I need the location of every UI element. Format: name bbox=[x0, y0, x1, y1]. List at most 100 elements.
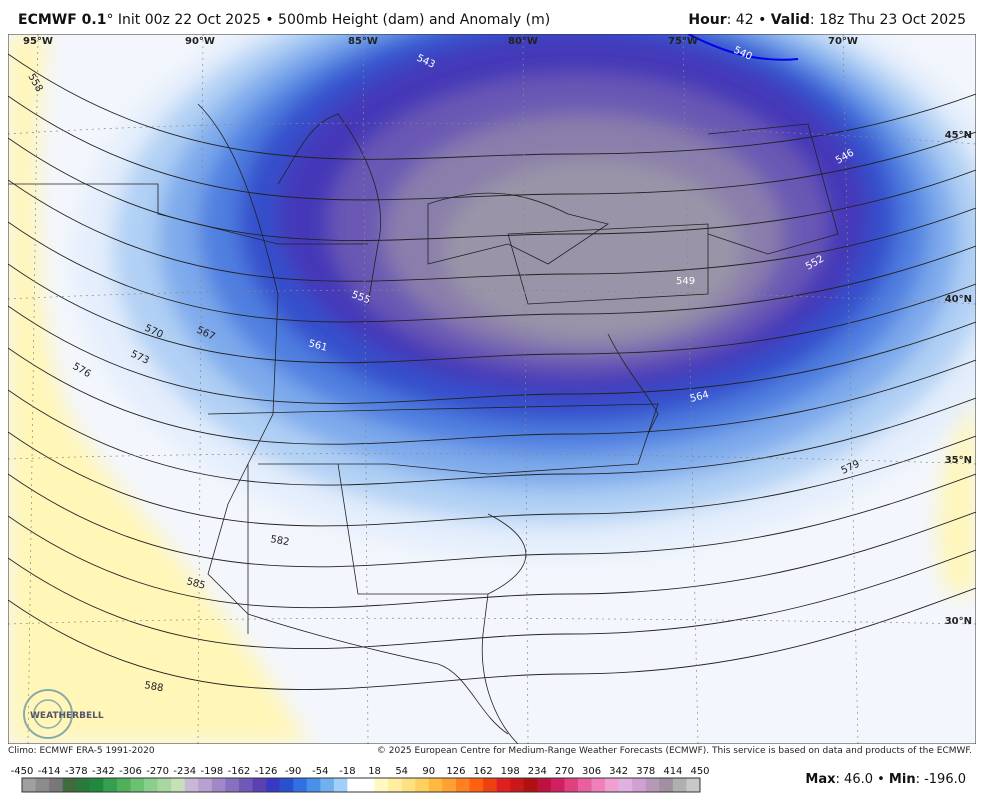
colorbar-tick-label: -90 bbox=[285, 766, 301, 777]
contour-label: 564 bbox=[689, 389, 710, 405]
colorbar-tick-label: 306 bbox=[582, 766, 601, 777]
colorbar-swatch bbox=[320, 778, 335, 792]
contour-line bbox=[8, 221, 976, 323]
colorbar: -450 -414 -378 -342 -306 -270 -234 -198 -162 -126… bbox=[11, 766, 710, 793]
longitude-label: 90°W bbox=[185, 36, 215, 47]
colorbar-tick-label: 414 bbox=[663, 766, 682, 777]
colorbar-swatch bbox=[144, 778, 158, 792]
contour-line bbox=[8, 263, 976, 364]
logo-text: WEATHERBELL bbox=[30, 711, 104, 721]
colorbar-swatch bbox=[333, 778, 348, 792]
colorbar-tick-label: -234 bbox=[173, 766, 196, 777]
colorbar-swatch bbox=[225, 778, 240, 792]
max-label: Max bbox=[805, 772, 836, 787]
header-right: Hour: 42 • Valid: 18z Thu 23 Oct 2025 bbox=[688, 12, 966, 28]
colorbar-swatch bbox=[523, 778, 538, 792]
logo: WEATHERBELL bbox=[23, 689, 104, 739]
colorbar-tick-label: 378 bbox=[636, 766, 655, 777]
colorbar-tick-label: -414 bbox=[38, 766, 61, 777]
min-label: Min bbox=[888, 772, 916, 787]
latitude-label: 30°N bbox=[945, 616, 972, 627]
colorbar-tick-label: -162 bbox=[228, 766, 251, 777]
valid-label: Valid bbox=[770, 12, 810, 28]
contour-line bbox=[8, 549, 976, 650]
colorbar-swatch bbox=[361, 778, 375, 792]
contour-line bbox=[8, 389, 976, 486]
colorbar-tick-label: 342 bbox=[609, 766, 628, 777]
colorbar-tick-label: 198 bbox=[501, 766, 520, 777]
longitude-label: 85°W bbox=[348, 36, 378, 47]
colorbar-tick-label: 162 bbox=[473, 766, 492, 777]
copyright: © 2025 European Centre for Medium-Range … bbox=[376, 746, 972, 756]
description: ° Init 00z 22 Oct 2025 • 500mb Height (d… bbox=[106, 12, 551, 28]
contour-label: 585 bbox=[185, 576, 206, 592]
colorbar-swatch bbox=[347, 778, 362, 792]
latitude-label: 45°N bbox=[945, 130, 972, 141]
colorbar-swatch bbox=[577, 778, 592, 792]
colorbar-swatch bbox=[49, 778, 63, 792]
colorbar-tick-label: 234 bbox=[528, 766, 547, 777]
colorbar-swatch bbox=[428, 778, 443, 792]
colorbar-swatch bbox=[591, 778, 606, 792]
colorbar-frame bbox=[21, 777, 701, 793]
colorbar-swatch bbox=[672, 778, 687, 792]
longitude-label: 75°W bbox=[668, 36, 698, 47]
colorbar-swatch bbox=[483, 778, 497, 792]
colorbar-tick-label: -198 bbox=[200, 766, 223, 777]
colorbar-swatch bbox=[238, 778, 253, 792]
contour-line bbox=[8, 473, 976, 568]
longitude-label: 95°W bbox=[23, 36, 53, 47]
colorbar-swatch bbox=[130, 778, 145, 792]
colorbar-swatch bbox=[76, 778, 91, 792]
contour-line bbox=[8, 587, 976, 690]
colorbar-tick-label: -54 bbox=[312, 766, 328, 777]
colorbar-tick-label: -378 bbox=[65, 766, 88, 777]
colorbar-swatch bbox=[184, 778, 199, 792]
colorbar-swatch bbox=[686, 778, 701, 792]
header-left: ECMWF 0.1° Init 00z 22 Oct 2025 • 500mb … bbox=[18, 12, 550, 28]
contour-line bbox=[8, 511, 976, 609]
hour: : 42 • bbox=[726, 12, 771, 28]
colorbar-swatch bbox=[266, 778, 280, 792]
colorbar-swatch bbox=[632, 778, 647, 792]
latitude-label: 40°N bbox=[945, 294, 972, 305]
colorbar-swatch bbox=[279, 778, 294, 792]
colorbar-swatch bbox=[293, 778, 308, 792]
colorbar-tick-label: -306 bbox=[119, 766, 142, 777]
contour-label: 588 bbox=[143, 680, 164, 694]
colorbar-swatch bbox=[469, 778, 484, 792]
contour-line bbox=[8, 431, 976, 527]
colorbar-tick-label: 90 bbox=[422, 766, 435, 777]
contour-line bbox=[8, 347, 976, 445]
colorbar-tick-label: 18 bbox=[368, 766, 381, 777]
colorbar-swatch bbox=[618, 778, 633, 792]
contour-line bbox=[8, 53, 976, 160]
colorbar-swatch bbox=[306, 778, 321, 792]
graticule bbox=[8, 34, 976, 744]
colorbar-swatch bbox=[103, 778, 118, 792]
colorbar-swatch bbox=[62, 778, 77, 792]
colorbar-tick-label: 126 bbox=[446, 766, 465, 777]
colorbar-swatch bbox=[659, 778, 674, 792]
valid: : 18z Thu 23 Oct 2025 bbox=[809, 12, 966, 28]
colorbar-swatch bbox=[564, 778, 579, 792]
colorbar-swatch bbox=[22, 778, 36, 792]
min: : -196.0 bbox=[915, 772, 966, 787]
hour-label: Hour bbox=[688, 12, 727, 28]
contour-line bbox=[8, 179, 976, 282]
height-contours bbox=[8, 53, 976, 690]
colorbar-tick-label: -342 bbox=[92, 766, 115, 777]
colorbar-swatch bbox=[211, 778, 226, 792]
colorbar-swatch bbox=[401, 778, 416, 792]
colorbar-swatch bbox=[116, 778, 131, 792]
colorbar-tick-label: -450 bbox=[11, 766, 34, 777]
colorbar-swatch bbox=[442, 778, 457, 792]
anomaly-field bbox=[8, 34, 976, 744]
colorbar-swatch bbox=[455, 778, 470, 792]
longitude-label: 80°W bbox=[508, 36, 538, 47]
colorbar-swatch bbox=[605, 778, 619, 792]
latitude-label: 35°N bbox=[945, 455, 972, 466]
colorbar-tick-label: -18 bbox=[339, 766, 355, 777]
colorbar-swatch bbox=[374, 778, 389, 792]
contour-label: 549 bbox=[676, 276, 695, 287]
